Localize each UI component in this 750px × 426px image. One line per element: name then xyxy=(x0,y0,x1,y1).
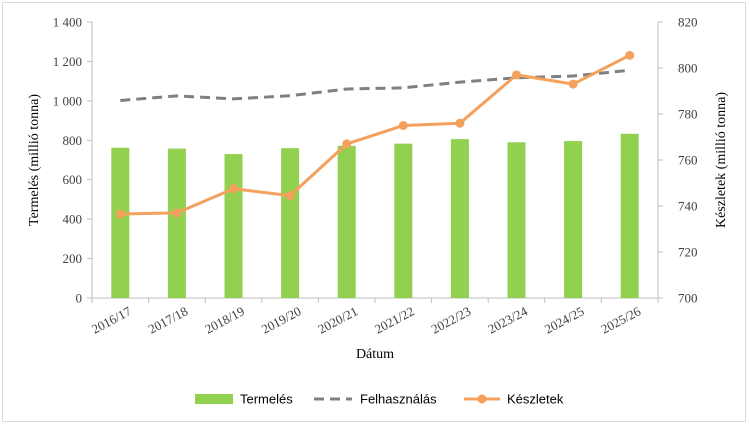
x-tick-label: 2021/22 xyxy=(372,303,417,336)
y-tick-label: 1 000 xyxy=(53,93,82,108)
point-keszletek xyxy=(172,208,182,218)
y-axis-title: Termelés (millió tonna) xyxy=(27,94,42,226)
bar-termeles xyxy=(620,133,639,298)
bar-termeles xyxy=(337,145,356,298)
y2-tick-label: 740 xyxy=(678,199,698,214)
y2-tick-label: 780 xyxy=(678,107,698,122)
bar-termeles xyxy=(167,148,186,298)
bar-termeles xyxy=(224,154,243,298)
bar-termeles xyxy=(281,148,300,298)
point-keszletek xyxy=(455,118,465,128)
bar-termeles xyxy=(450,139,469,298)
line-felhasznalas xyxy=(120,68,630,102)
y2-axis-title: Készletek (millió tonna) xyxy=(714,92,729,228)
y2-tick-label: 760 xyxy=(678,153,698,168)
x-tick-label: 2023/24 xyxy=(485,303,530,336)
legend-label-termeles: Termelés xyxy=(240,392,293,407)
bar-termeles xyxy=(394,143,413,298)
x-axis-title: Dátum xyxy=(356,347,394,362)
bar-termeles xyxy=(507,142,526,298)
x-tick-label: 2017/18 xyxy=(146,303,191,336)
y-tick-label: 0 xyxy=(76,291,83,306)
y-tick-label: 1 400 xyxy=(53,15,82,30)
line-keszletek xyxy=(120,54,631,216)
y2-tick-label: 700 xyxy=(678,291,698,306)
y2-tick-label: 820 xyxy=(678,15,698,30)
y-tick-label: 1 200 xyxy=(53,54,82,69)
point-keszletek xyxy=(342,139,352,149)
y-tick-label: 800 xyxy=(63,133,83,148)
x-tick-label: 2020/21 xyxy=(315,303,360,336)
x-tick-label: 2024/25 xyxy=(542,303,587,336)
point-keszletek xyxy=(568,79,578,89)
bar-termeles xyxy=(111,147,130,298)
legend-marker-keszletek xyxy=(477,394,487,404)
x-tick-label: 2019/20 xyxy=(259,303,304,336)
y2-tick-label: 800 xyxy=(678,61,698,76)
point-keszletek xyxy=(115,209,125,219)
x-tick-label: 2022/23 xyxy=(429,303,474,336)
point-keszletek xyxy=(285,191,295,201)
point-keszletek xyxy=(229,184,238,194)
y-tick-label: 200 xyxy=(63,251,83,266)
x-tick-label: 2025/26 xyxy=(598,303,643,336)
legend-label-felhasznalas: Felhasználás xyxy=(360,392,437,407)
point-keszletek xyxy=(625,50,635,60)
legend-label-keszletek: Készletek xyxy=(507,392,564,407)
y-tick-label: 400 xyxy=(63,212,83,227)
y-tick-label: 600 xyxy=(63,172,83,187)
y2-tick-label: 720 xyxy=(678,245,698,260)
legend-swatch-termeles xyxy=(195,394,233,404)
x-tick-label: 2016/17 xyxy=(89,303,134,336)
point-keszletek xyxy=(512,70,521,80)
bar-termeles xyxy=(564,141,583,298)
x-tick-label: 2018/19 xyxy=(202,303,247,336)
point-keszletek xyxy=(398,121,408,130)
